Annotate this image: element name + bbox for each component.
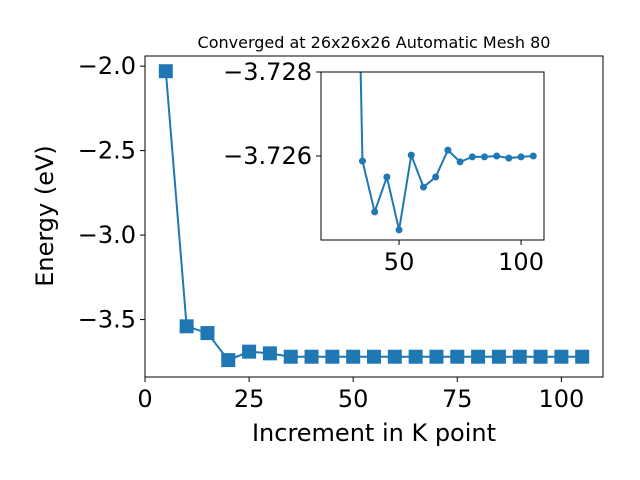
y-axis-label: Energy (eV) xyxy=(31,145,59,287)
axes-frame xyxy=(144,55,604,378)
y-tick-label: −3.728 xyxy=(223,58,312,86)
marker xyxy=(200,326,215,341)
marker xyxy=(575,349,590,364)
marker xyxy=(242,344,257,359)
marker xyxy=(179,319,194,334)
marker xyxy=(450,349,465,364)
marker xyxy=(367,349,381,364)
marker xyxy=(158,64,173,79)
x-tick-label: 75 xyxy=(442,385,473,413)
marker xyxy=(346,349,361,364)
marker xyxy=(407,151,415,159)
y-tick-label: −2.0 xyxy=(78,52,136,80)
marker xyxy=(491,349,506,364)
marker xyxy=(505,154,513,162)
marker xyxy=(408,349,423,364)
marker xyxy=(387,349,402,364)
marker xyxy=(325,349,340,364)
marker xyxy=(480,153,488,161)
marker xyxy=(432,173,440,181)
series-group xyxy=(358,72,537,234)
y-tick-label: −3.726 xyxy=(223,142,312,170)
y-tick-label: −3.5 xyxy=(78,306,136,334)
y-tick-label: −2.5 xyxy=(78,137,136,165)
marker xyxy=(262,346,277,361)
x-tick-label: 25 xyxy=(234,385,265,413)
axes-frame xyxy=(320,71,545,241)
marker xyxy=(471,349,486,364)
marker xyxy=(493,152,501,160)
series-group xyxy=(158,64,590,368)
marker xyxy=(554,349,569,364)
x-tick-label: 100 xyxy=(538,385,584,413)
marker xyxy=(456,158,464,166)
marker xyxy=(283,349,298,364)
marker xyxy=(419,183,427,191)
marker xyxy=(444,146,452,154)
marker xyxy=(517,153,525,161)
marker xyxy=(468,153,476,161)
marker xyxy=(395,226,403,234)
marker xyxy=(371,208,379,216)
y-tick-label: −3.0 xyxy=(78,221,136,249)
marker xyxy=(221,353,236,368)
marker xyxy=(358,157,366,165)
x-tick-label: 0 xyxy=(137,385,152,413)
marker xyxy=(512,349,527,364)
marker xyxy=(304,349,319,364)
x-tick-label: 50 xyxy=(384,248,415,276)
chart-title: Converged at 26x26x26 Automatic Mesh 80 xyxy=(198,33,551,52)
marker xyxy=(533,349,548,364)
x-tick-label: 100 xyxy=(498,248,544,276)
line xyxy=(359,72,534,231)
marker xyxy=(429,349,444,364)
marker xyxy=(383,173,391,181)
x-tick-label: 50 xyxy=(338,385,369,413)
x-axis-label: Increment in K point xyxy=(252,419,496,447)
marker xyxy=(529,152,537,160)
